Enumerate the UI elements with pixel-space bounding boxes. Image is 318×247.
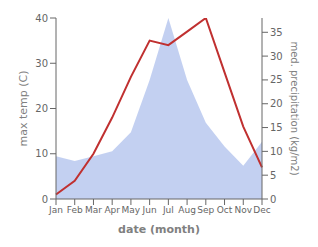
- svg-text:Jun: Jun: [142, 205, 157, 215]
- svg-text:date (month): date (month): [118, 223, 200, 236]
- svg-text:Jan: Jan: [48, 205, 63, 215]
- svg-text:Feb: Feb: [67, 205, 83, 215]
- svg-text:0: 0: [42, 194, 48, 205]
- svg-text:35: 35: [270, 27, 283, 38]
- svg-text:5: 5: [270, 170, 276, 181]
- svg-text:Jul: Jul: [162, 205, 174, 215]
- svg-text:25: 25: [270, 74, 283, 85]
- svg-text:Sep: Sep: [197, 205, 214, 215]
- svg-text:Apr: Apr: [104, 205, 120, 215]
- svg-text:Dec: Dec: [253, 205, 270, 215]
- svg-text:40: 40: [35, 13, 48, 24]
- svg-text:30: 30: [35, 58, 48, 69]
- svg-text:10: 10: [35, 148, 48, 159]
- svg-text:15: 15: [270, 122, 283, 133]
- svg-text:Mar: Mar: [85, 205, 102, 215]
- svg-text:Aug: Aug: [178, 205, 196, 215]
- svg-text:Nov: Nov: [234, 205, 252, 215]
- svg-text:May: May: [122, 205, 141, 215]
- svg-text:0: 0: [270, 194, 276, 205]
- svg-text:med. precipitation (kg/m2): med. precipitation (kg/m2): [289, 41, 300, 175]
- svg-text:20: 20: [270, 98, 283, 109]
- svg-text:Oct: Oct: [217, 205, 233, 215]
- svg-text:30: 30: [270, 51, 283, 62]
- svg-text:max temp (C): max temp (C): [17, 70, 30, 146]
- svg-text:10: 10: [270, 146, 283, 157]
- svg-text:20: 20: [35, 103, 48, 114]
